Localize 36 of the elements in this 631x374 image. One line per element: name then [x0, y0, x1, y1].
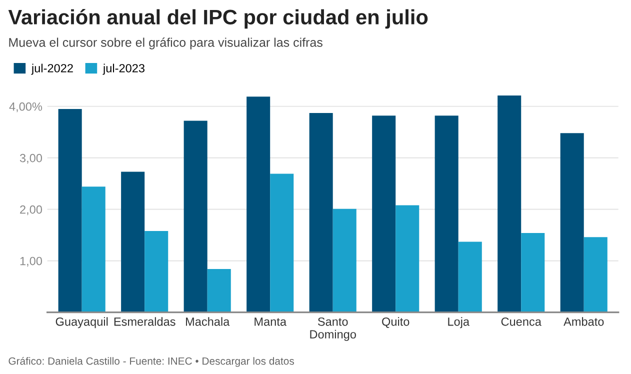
chart-title: Variación anual del IPC por ciudad en julio [8, 9, 428, 29]
x-tick-label: Manta [254, 318, 287, 326]
bar [82, 186, 106, 312]
x-tick-label: Loja [448, 317, 470, 328]
bar [207, 269, 231, 312]
bar [58, 108, 82, 312]
bar [521, 233, 545, 312]
bar [458, 242, 482, 312]
x-tick-label: Ambato [564, 317, 604, 326]
bar [498, 96, 522, 312]
bar [184, 120, 208, 312]
y-tick-label: 2,00 [20, 205, 42, 216]
bar [270, 174, 294, 312]
chart-subtitle: Mueva el cursor sobre el gráfico para visualizar las cifras [9, 38, 322, 50]
x-tick-label: Cuenca [501, 317, 542, 326]
x-tick-label: Esmeraldas [114, 317, 176, 326]
x-tick-label: Quito [382, 317, 410, 328]
x-tick-label: Guayaquil [56, 317, 108, 328]
x-tick-label: Santo Domingo [310, 317, 356, 341]
bar [584, 237, 608, 312]
y-tick-label: 3,00 [20, 154, 42, 164]
bar [372, 116, 396, 312]
bar [144, 230, 168, 312]
bar [121, 172, 145, 312]
x-tick-label: Machala [186, 317, 230, 326]
bar [396, 205, 420, 312]
y-tick-label: 1,00 [20, 256, 42, 267]
legend-label: jul-2023 [102, 64, 144, 75]
bar [434, 116, 458, 312]
legend-label: jul-2022 [31, 64, 73, 75]
bar [246, 96, 270, 312]
text: Gráfico: Daniela Castillo - Fuente: INEC • Descargar los datos [8, 356, 294, 367]
y-tick-label: 4,00% [9, 102, 42, 112]
bar [309, 113, 333, 312]
bar [560, 133, 584, 312]
bar [332, 208, 356, 312]
